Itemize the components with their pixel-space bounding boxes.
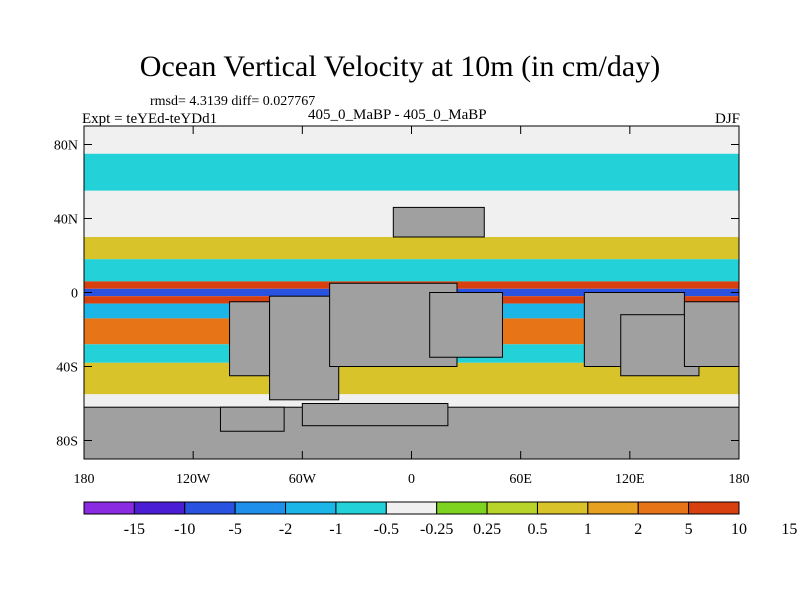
x-tick-label: 120E: [615, 472, 645, 487]
colorbar-label: -0.25: [420, 521, 453, 538]
y-tick-label: 80S: [56, 435, 78, 450]
land-polygon: [301, 403, 449, 427]
colorbar-swatch: [184, 501, 236, 515]
colorbar-label: 0.5: [527, 521, 547, 538]
field-band: [84, 237, 739, 260]
y-tick-label: 80N: [54, 139, 78, 154]
land-polygon: [269, 295, 340, 401]
colorbar-label: -1: [329, 521, 342, 538]
colorbar-swatch: [486, 501, 538, 515]
land-polygon: [219, 406, 285, 432]
colorbar-label: -5: [228, 521, 241, 538]
y-tick-label: 40S: [56, 361, 78, 376]
land-polygon: [229, 301, 271, 377]
colorbar-swatch: [637, 501, 690, 515]
field-band: [84, 190, 739, 210]
colorbar-label: 2: [634, 521, 642, 538]
colorbar-label: -10: [174, 521, 195, 538]
colorbar-swatch: [234, 501, 287, 515]
y-tick-label: 40N: [54, 213, 78, 228]
colorbar-label: -2: [279, 521, 292, 538]
case-label: 405_0_MaBP - 405_0_MaBP: [308, 107, 487, 123]
season-label: DJF: [714, 111, 740, 127]
colorbar-swatch: [385, 501, 438, 515]
colorbar: -15 -10 -5 -2 -1 -0.5 -0.25 0.25 0.5 1 2 5 10 15: [83, 501, 797, 538]
colorbar-label: -0.5: [374, 521, 399, 538]
colorbar-label: 10: [731, 521, 747, 538]
x-tick-label: 0: [408, 472, 415, 487]
colorbar-swatch: [335, 501, 387, 515]
field-band: [84, 153, 739, 191]
y-tick-label: 0: [71, 287, 78, 302]
colorbar-label: -15: [124, 521, 145, 538]
x-tick-label: 60E: [509, 472, 532, 487]
stats-text: rmsd= 4.3139 diff= 0.027767: [150, 94, 316, 109]
colorbar-swatch: [83, 501, 135, 515]
colorbar-swatch: [587, 501, 639, 515]
land-polygon: [429, 292, 503, 358]
axis-ticks: 80N 40N 0 40S 80S 180 120W 60W 0 60E 120E 180: [54, 126, 750, 487]
colorbar-label: 15: [781, 521, 797, 538]
x-tick-label: 180: [74, 472, 95, 487]
land-polygon: [683, 301, 739, 367]
colorbar-swatch: [133, 501, 186, 515]
land-mask: [84, 206, 739, 459]
colorbar-swatch: [285, 501, 337, 515]
colorbar-swatch: [688, 501, 740, 515]
x-tick-label: 180: [729, 472, 750, 487]
colorbar-label: 0.25: [473, 521, 501, 538]
experiment-label: Expt = teYEd-teYDd1: [82, 111, 218, 127]
land-polygon: [392, 206, 485, 238]
colorbar-label: 1: [584, 521, 592, 538]
colorbar-label: 5: [685, 521, 693, 538]
x-tick-label: 120W: [176, 472, 211, 487]
colorbar-swatch: [436, 501, 488, 515]
x-tick-label: 60W: [289, 472, 317, 487]
colorbar-swatch: [536, 501, 589, 515]
field-band: [84, 259, 739, 282]
chart-title: Ocean Vertical Velocity at 10m (in cm/da…: [139, 50, 661, 83]
